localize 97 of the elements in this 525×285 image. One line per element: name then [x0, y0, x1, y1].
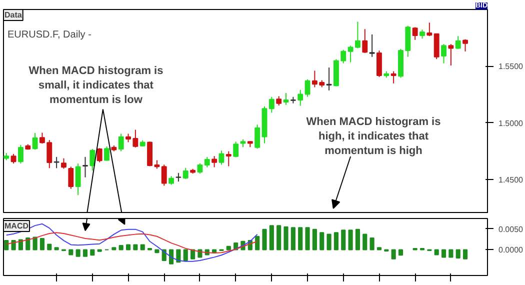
bar — [212, 249, 217, 254]
candlestick — [82, 156, 88, 178]
candlestick — [197, 162, 203, 174]
candlestick — [90, 148, 96, 172]
bar — [434, 249, 439, 256]
candlestick — [426, 22, 432, 37]
candlestick — [32, 132, 38, 150]
bar — [112, 247, 116, 250]
bar — [284, 226, 288, 250]
bar — [348, 230, 353, 250]
candlestick — [304, 78, 310, 98]
bar — [320, 232, 324, 250]
bar — [312, 228, 317, 250]
candlestick — [434, 33, 440, 60]
candlestick — [233, 141, 239, 158]
bar — [118, 245, 124, 250]
line-series — [6, 223, 258, 262]
bar — [47, 244, 52, 250]
candlestick — [448, 44, 454, 66]
candlestick — [68, 166, 74, 190]
candlestick — [161, 164, 167, 186]
bar — [4, 240, 9, 250]
candlestick — [369, 34, 375, 58]
bar — [140, 244, 145, 250]
candlestick — [268, 96, 274, 114]
chart-title: MACD — [4, 222, 29, 230]
candlestick — [75, 163, 81, 196]
bar — [341, 230, 346, 250]
bar — [90, 249, 95, 256]
y-tick-label: 1.5500 — [498, 62, 524, 72]
y-tick-label: 1.4500 — [498, 176, 524, 184]
bar — [334, 232, 338, 250]
candlestick — [390, 70, 396, 84]
bar — [54, 247, 59, 250]
bar — [441, 249, 446, 258]
bar — [76, 249, 80, 257]
bar — [255, 236, 260, 250]
bar — [290, 227, 296, 250]
candlestick — [298, 89, 304, 106]
bar — [26, 238, 30, 250]
annotation: Data — [4, 10, 22, 20]
candlestick — [276, 96, 282, 106]
candlestick — [326, 67, 332, 91]
candlestick — [10, 153, 16, 164]
bar — [154, 249, 160, 254]
bar — [68, 249, 74, 256]
candlestick — [462, 38, 468, 52]
candlestick — [226, 150, 232, 167]
bar — [391, 249, 396, 260]
y-tick-label: 0.0050 — [498, 224, 524, 234]
bar — [370, 238, 374, 250]
bar — [305, 227, 310, 250]
candlestick — [283, 92, 289, 106]
candlestick — [118, 133, 124, 152]
bar — [448, 249, 454, 258]
annotation: When MACD histogram is small, it indicates that momentum is low — [28, 65, 164, 106]
candlestick — [218, 150, 224, 166]
bar — [262, 228, 267, 250]
candlestick — [441, 44, 446, 64]
candlestick — [254, 124, 260, 150]
bar — [398, 249, 404, 256]
candlestick — [376, 50, 382, 78]
bar — [82, 249, 88, 257]
bar — [226, 246, 231, 250]
y-tick-label: 0.0000 — [498, 246, 524, 255]
bar — [40, 238, 45, 250]
bar — [183, 249, 188, 262]
candlestick — [182, 167, 188, 180]
candlestick — [104, 146, 110, 162]
line-series — [6, 232, 258, 254]
text: EURUSD.F, Daily - — [8, 30, 92, 40]
bar — [362, 234, 368, 250]
bar — [126, 244, 131, 250]
candlestick — [362, 28, 368, 54]
candlestick — [212, 156, 218, 168]
bar — [168, 249, 174, 264]
candlestick — [455, 36, 461, 50]
candlestick — [412, 26, 418, 40]
candlestick — [18, 144, 24, 164]
candlestick — [96, 148, 102, 163]
bar — [133, 244, 138, 250]
bar — [276, 225, 282, 250]
bar — [298, 227, 303, 250]
bar — [462, 249, 468, 260]
bar — [176, 249, 181, 263]
annotation: When MACD histogram is high, it indicates that momentum is high — [306, 116, 441, 157]
y-tick-label: 1.5000 — [498, 118, 524, 128]
bar — [376, 247, 382, 250]
bar — [269, 225, 274, 250]
bar — [326, 234, 332, 250]
candlestick — [61, 158, 66, 170]
bar — [32, 236, 38, 250]
bar — [456, 249, 460, 259]
candlestick — [405, 25, 411, 58]
candlestick — [204, 156, 210, 168]
candlestick — [54, 156, 60, 169]
bar — [355, 228, 360, 250]
